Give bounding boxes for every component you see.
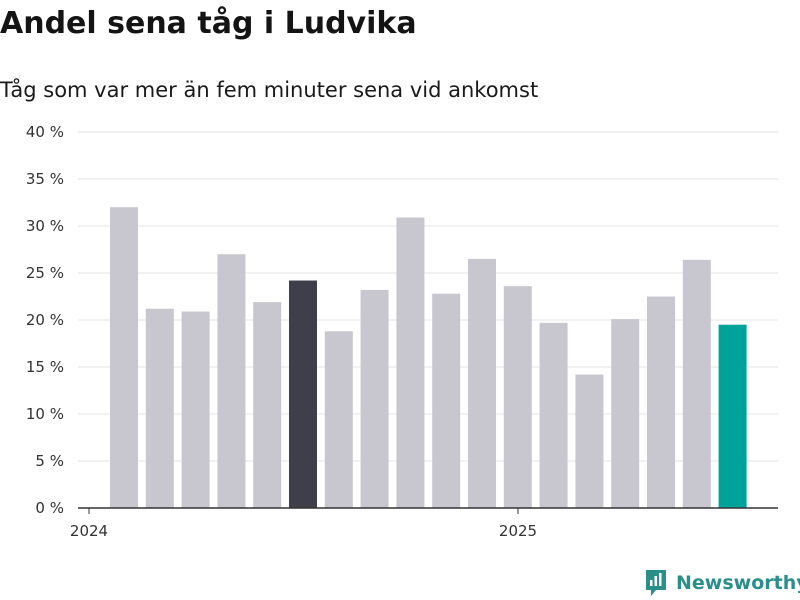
- bar: [539, 322, 568, 508]
- x-tick-label: 2025: [499, 522, 537, 540]
- bar: [503, 286, 532, 508]
- bar: [575, 374, 604, 508]
- brand-logo: Newsworthy: [644, 568, 800, 598]
- y-tick-label: 20 %: [26, 311, 64, 329]
- y-tick-label: 35 %: [26, 170, 64, 188]
- newsworthy-logo-icon: [646, 570, 666, 596]
- bar: [468, 258, 496, 508]
- bar: [289, 280, 317, 508]
- bar: [360, 289, 389, 508]
- bar: [718, 324, 747, 508]
- bar: [110, 207, 138, 508]
- bar: [432, 293, 461, 508]
- y-tick-label: 10 %: [26, 405, 64, 423]
- brand-name: Newsworthy: [676, 572, 800, 594]
- bar: [647, 296, 675, 508]
- bar: [181, 311, 210, 508]
- y-tick-label: 30 %: [26, 217, 64, 235]
- bar: [253, 302, 282, 508]
- bar: [324, 331, 353, 508]
- chart-subtitle: Tåg som var mer än fem minuter sena vid …: [0, 78, 539, 102]
- y-tick-label: 15 %: [26, 358, 64, 376]
- y-tick-label: 25 %: [26, 264, 64, 282]
- bar: [682, 259, 711, 508]
- bar: [611, 319, 640, 508]
- y-tick-label: 0 %: [35, 499, 64, 517]
- bar: [396, 217, 425, 509]
- y-tick-label: 40 %: [26, 123, 64, 141]
- bar: [145, 308, 174, 508]
- x-tick-label: 2024: [70, 522, 108, 540]
- chart-title: Andel sena tåg i Ludvika: [0, 6, 417, 41]
- bar: [217, 254, 246, 508]
- y-tick-label: 5 %: [35, 452, 64, 470]
